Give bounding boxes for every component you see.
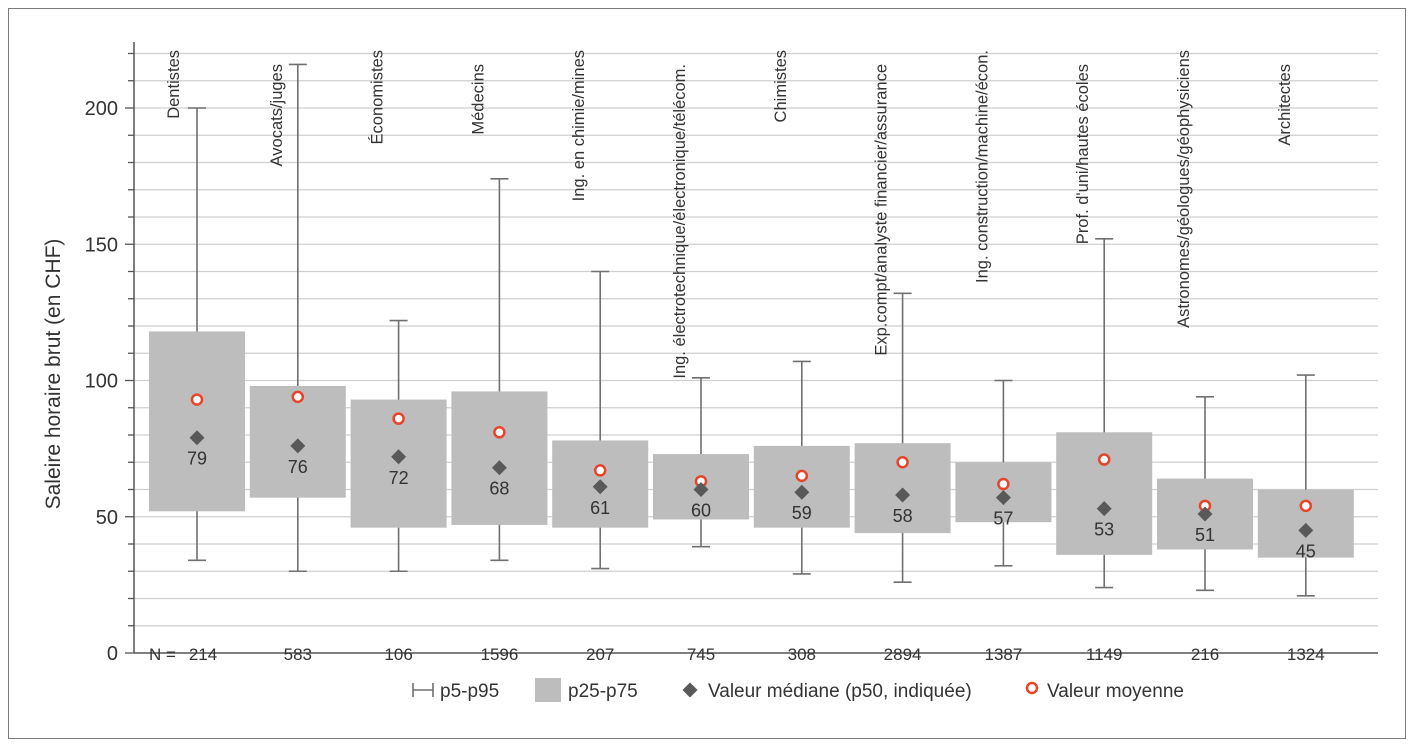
median-value-label: 60 [691,501,711,521]
legend-label-p25-p75: p25-p75 [568,681,638,702]
n-value-label: 745 [687,645,715,664]
category-label: Ing. construction/machine/écon. [973,50,991,283]
y-axis: 0 50 100 150 200 [85,42,1378,665]
box-group-7: 59 [753,360,850,575]
median-marker [693,482,709,497]
category-label: Ing. électrotechnique/électronique/téléc… [671,64,689,379]
category-label: Ing. en chimie/mines [570,50,588,201]
n-value-label: 207 [586,645,614,664]
n-prefix-label: N = [149,645,176,664]
n-value-label: 2894 [884,645,922,664]
category-label: Prof. d'uni/hautes écoles [1074,64,1092,244]
median-marker [1197,506,1213,522]
box-group-11: 51 [1157,396,1253,592]
category-label: Économistes [368,50,387,144]
category-label: Exp.compt/analyste financier/assurance [873,64,891,356]
box-group-9: 57 [955,379,1052,567]
category-label: Architectes [1276,64,1294,146]
y-tick-label: 100 [85,371,118,393]
n-value-label: 216 [1191,645,1219,664]
category-label: Chimistes [772,50,790,122]
y-tick-label: 0 [107,643,118,665]
box-group-12: 45 [1257,374,1354,597]
mean-marker [896,456,909,469]
median-value-label: 76 [288,457,308,477]
median-marker [189,430,205,446]
median-value-label: 59 [792,503,812,523]
n-value-label: 214 [189,645,217,664]
legend-median-symbol [682,682,698,698]
box-group-2: 76 [249,63,346,573]
category-label: Dentistes [165,50,183,119]
mean-marker [795,469,809,483]
median-value-label: 58 [893,506,913,526]
mean-marker [593,464,607,477]
legend-label-mean: Valeur moyenne [1047,681,1184,702]
mean-marker [291,390,305,404]
y-tick-label: 200 [85,98,118,120]
category-label: Médecins [469,64,487,135]
mean-marker [493,426,506,439]
median-value-label: 79 [187,449,207,469]
n-value-label: 1324 [1287,645,1325,664]
n-value-label: 1387 [984,645,1022,664]
iqr-box [451,391,548,525]
legend: p5-p95 p25-p75 Valeur médiane (p50, indiqu… [412,678,1184,702]
box-group-1: 79 [149,107,245,562]
median-value-label: 45 [1296,541,1316,561]
box-group-4: 68 [451,178,548,562]
median-value-label: 57 [993,509,1013,529]
box-group-3: 72 [350,319,447,573]
n-value-label: 308 [788,645,816,664]
median-marker [895,487,911,503]
median-value-label: 72 [389,468,409,488]
legend-label-median: Valeur médiane (p50, indiquée) [708,681,972,702]
iqr-box [1056,432,1153,555]
median-marker [592,479,608,495]
legend-box-symbol [535,678,561,702]
mean-marker [1097,453,1111,466]
box-group-8: 58 [854,292,951,583]
median-marker [1096,501,1112,517]
box-group-10: 53 [1056,238,1153,589]
y-tick-label: 150 [85,234,118,256]
median-value-label: 51 [1195,525,1215,545]
median-marker [794,484,810,500]
box-group-5: 61 [552,270,649,570]
mean-marker [1299,499,1313,513]
n-value-label: 106 [384,645,412,664]
n-value-label: 1149 [1086,645,1123,664]
n-value-label: 583 [284,645,312,664]
category-labels: Dentistes Avocats/juges Économistes Médecin… [165,50,1294,379]
median-marker [491,460,507,476]
boxes-layer: 79 76 72 68 61 60 59 58 57 53 51 45 [149,63,1354,597]
box-group-6: 60 [653,376,749,548]
y-axis-title: Saleire horaire brut (en CHF) [42,239,65,510]
iqr-box [149,331,245,512]
legend-label-p5-p95: p5-p95 [440,681,499,702]
median-marker [391,449,407,465]
median-value-label: 68 [489,479,509,499]
median-marker [1298,522,1314,538]
category-label: Astronomes/géologues/géophysiciens [1175,50,1193,328]
median-marker [995,490,1011,506]
legend-mean-symbol [1025,681,1039,695]
mean-marker [392,412,405,425]
n-value-label: 1596 [480,645,518,664]
median-value-label: 61 [590,498,610,518]
mean-marker [190,393,204,406]
median-value-label: 53 [1094,520,1114,540]
category-label: Avocats/juges [268,64,286,166]
y-tick-label: 50 [96,507,118,529]
mean-marker [997,477,1010,491]
n-labels: 214 583 106 1596 207 745 308 2894 1387 1149 216 132… [189,645,1325,664]
median-marker [290,438,306,454]
